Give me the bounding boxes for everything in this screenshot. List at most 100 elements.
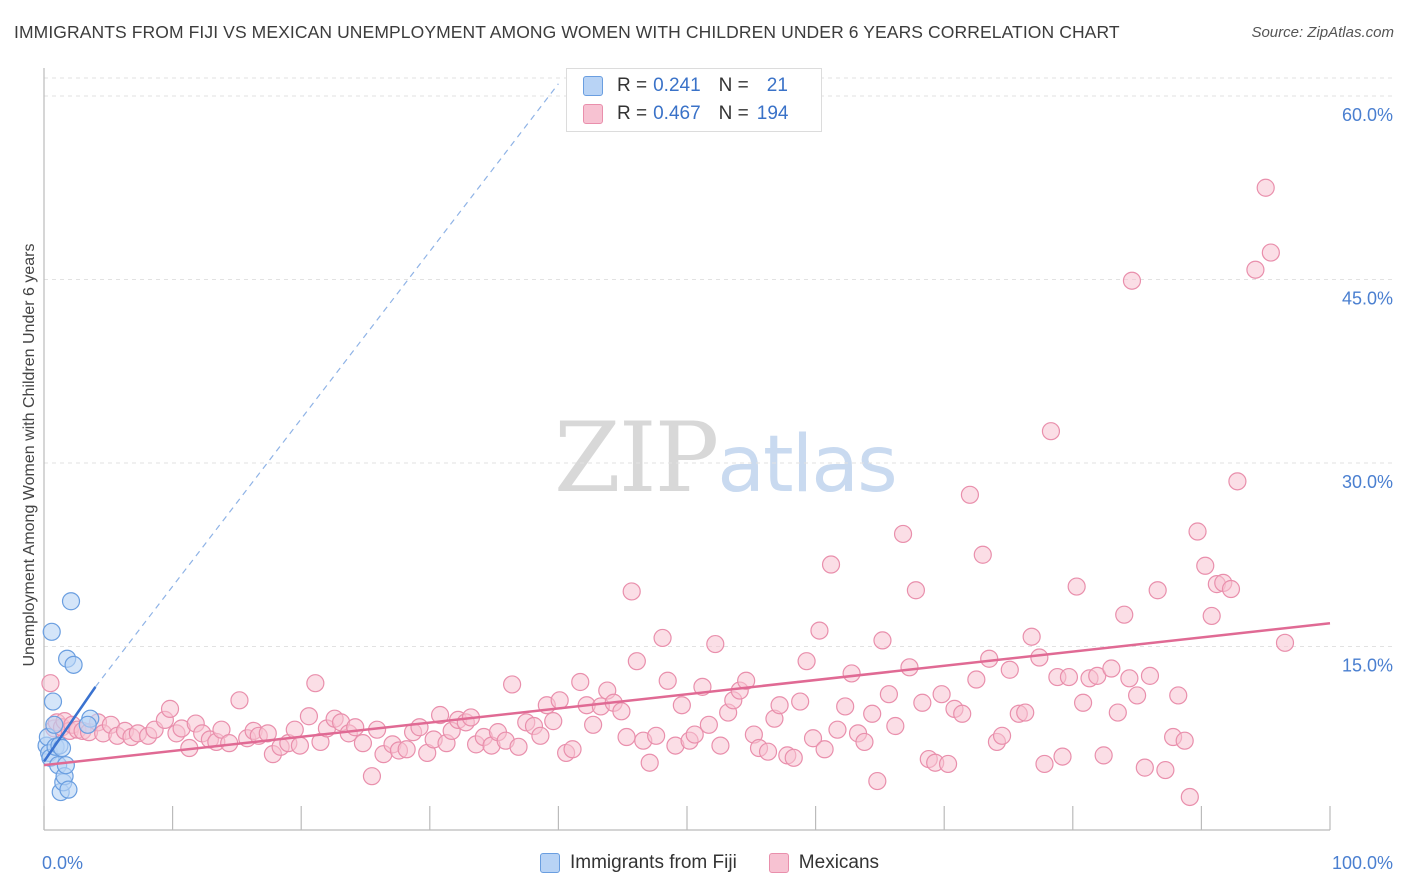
series-legend: Immigrants from Fiji Mexicans bbox=[540, 852, 911, 874]
mexicans-point bbox=[1041, 422, 1061, 441]
legend-n-value-fiji: 21 bbox=[766, 75, 788, 96]
legend-r-label: R = bbox=[617, 103, 648, 124]
mexicans-point bbox=[913, 693, 932, 712]
mexicans-point bbox=[1221, 579, 1241, 599]
mexicans-point bbox=[960, 485, 980, 504]
mexicans-point bbox=[1094, 746, 1113, 765]
mexicans-point bbox=[1256, 178, 1275, 197]
series-label-mexicans: Mexicans bbox=[798, 852, 880, 873]
mexicans-point bbox=[212, 720, 231, 739]
mexicans-point bbox=[622, 582, 641, 601]
fiji-trend-extension bbox=[94, 83, 559, 688]
mexicans-point bbox=[1180, 787, 1199, 807]
mexicans-point bbox=[346, 718, 365, 737]
legend-n-label: N = bbox=[718, 75, 749, 96]
legend-n-label: N = bbox=[718, 103, 749, 124]
mexicans-point bbox=[1275, 633, 1295, 652]
mexicans-point bbox=[672, 696, 691, 715]
legend-r-label: R = bbox=[617, 75, 648, 96]
mexicans-point bbox=[647, 726, 666, 745]
mexicans-point bbox=[797, 652, 816, 671]
mexicans-point bbox=[1228, 472, 1247, 491]
legend-r-value-mexicans: 0.467 bbox=[653, 103, 701, 124]
legend-row-fiji: R = 0.241 N = 21 bbox=[583, 75, 788, 97]
legend-row-mexicans: R = 0.467 N = 194 bbox=[583, 103, 788, 125]
y-tick-label: 60.0% bbox=[1342, 105, 1393, 125]
mexicans-point bbox=[873, 631, 892, 650]
mexicans-point bbox=[1120, 669, 1139, 688]
mexicans-point bbox=[430, 705, 450, 725]
mexicans-point bbox=[1140, 666, 1160, 685]
mexicans-point bbox=[1053, 747, 1072, 766]
mexicans-point bbox=[627, 652, 646, 671]
mexicans-point bbox=[531, 726, 550, 745]
mexicans-point bbox=[706, 634, 725, 654]
mexicans-point bbox=[1261, 243, 1280, 262]
mexicans-trend-line bbox=[43, 622, 1331, 767]
mexicans-point bbox=[1148, 581, 1167, 600]
legend-r-value-fiji: 0.241 bbox=[653, 75, 701, 96]
mexicans-point bbox=[711, 736, 730, 755]
mexicans-point bbox=[509, 737, 528, 756]
mexicans-point bbox=[503, 675, 522, 694]
mexicans-point bbox=[791, 692, 810, 711]
mexicans-point bbox=[640, 753, 659, 772]
mexicans-point bbox=[617, 727, 636, 747]
mexicans-point bbox=[410, 718, 429, 737]
mexicans-point bbox=[1122, 271, 1142, 290]
mexicans-point bbox=[828, 720, 847, 739]
mexicans-point bbox=[1196, 556, 1215, 575]
watermark: ZIPatlas bbox=[554, 402, 898, 514]
legend-n-value-mexicans: 194 bbox=[756, 103, 789, 124]
fiji-point bbox=[59, 780, 78, 799]
fiji-point bbox=[78, 715, 97, 734]
mexicans-point bbox=[836, 697, 855, 716]
mexicans-point bbox=[879, 685, 899, 704]
watermark-atlas: atlas bbox=[717, 420, 897, 510]
mexicans-point bbox=[550, 691, 569, 710]
mexicans-point bbox=[886, 716, 905, 736]
series-legend-fiji[interactable]: Immigrants from Fiji bbox=[540, 852, 737, 874]
mexicans-point bbox=[299, 707, 319, 726]
mexicans-point bbox=[803, 729, 823, 748]
mexicans-point bbox=[992, 726, 1012, 745]
mexicans-point bbox=[932, 685, 951, 704]
legend-swatch-fiji bbox=[583, 76, 603, 96]
mexicans-point bbox=[770, 696, 789, 715]
fiji-point bbox=[64, 655, 83, 674]
mexicans-point bbox=[758, 742, 778, 761]
correlation-legend: R = 0.241 N = 21 R = 0.467 N = 194 bbox=[566, 68, 822, 132]
mexicans-point bbox=[290, 736, 310, 755]
mexicans-point bbox=[1102, 659, 1121, 678]
x-tick-label-max: 100.0% bbox=[1332, 853, 1393, 873]
y-tick-label: 15.0% bbox=[1342, 656, 1393, 676]
mexicans-point bbox=[1188, 522, 1207, 541]
mexicans-point bbox=[737, 671, 756, 690]
mexicans-point bbox=[41, 674, 60, 693]
mexicans-point bbox=[1202, 606, 1221, 626]
tick-labels: 15.0% 30.0% 45.0% 60.0% 0.0% 100.0% bbox=[42, 105, 1393, 873]
mexicans-point bbox=[1135, 758, 1154, 777]
legend-swatch-mexicans bbox=[583, 104, 603, 124]
mexicans-point bbox=[906, 581, 926, 600]
mexicans-point bbox=[160, 699, 180, 718]
mexicans-point bbox=[1016, 703, 1035, 722]
mexicans-point bbox=[306, 674, 325, 693]
mexicans-point bbox=[1035, 754, 1054, 774]
mexicans-point bbox=[980, 649, 999, 668]
mexicans-point bbox=[1030, 648, 1049, 667]
mexicans-point bbox=[855, 732, 874, 752]
mexicans-point bbox=[821, 555, 841, 574]
axis-layer bbox=[43, 68, 1331, 831]
mexicans-point bbox=[953, 704, 972, 723]
mexicans-point bbox=[397, 740, 416, 759]
mexicans-point bbox=[658, 671, 677, 690]
mexicans-point bbox=[362, 767, 382, 786]
mexicans-point bbox=[584, 715, 603, 734]
mexicans-point bbox=[868, 771, 887, 791]
series-legend-mexicans[interactable]: Mexicans bbox=[768, 852, 880, 874]
fiji-point bbox=[45, 715, 64, 734]
mexicans-point bbox=[353, 734, 373, 753]
y-tick-label: 45.0% bbox=[1342, 289, 1393, 309]
